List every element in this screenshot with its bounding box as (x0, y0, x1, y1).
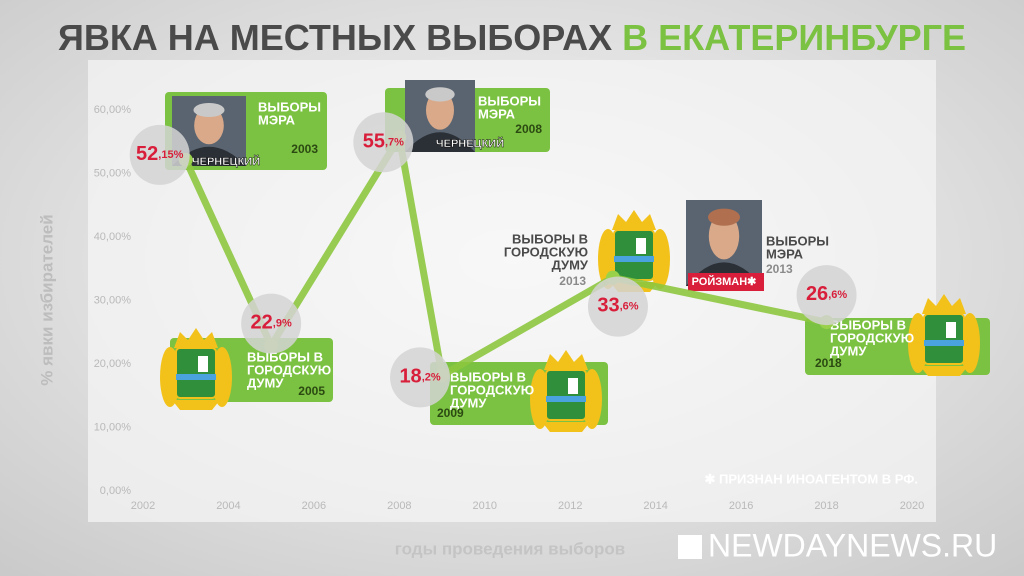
portrait-hair (425, 87, 455, 102)
value-bubble (390, 347, 451, 408)
crest-base (920, 366, 968, 376)
person-name: ЧЕРНЕЦКИЙ (436, 137, 504, 150)
watermark-logo (678, 535, 702, 559)
annotation-text: ВЫБОРЫ (258, 99, 321, 114)
crest-shield (613, 229, 655, 281)
annotation-text: ДУМУ (552, 257, 589, 272)
x-tick-label: 2014 (643, 500, 667, 512)
x-axis-label: годы проведения выборов (395, 539, 625, 558)
x-tick-label: 2020 (900, 500, 924, 512)
x-tick-label: 2006 (302, 500, 326, 512)
value-bubble (241, 293, 302, 354)
y-tick-label: 0,00% (100, 485, 131, 497)
y-tick-label: 50,00% (94, 167, 132, 179)
crest-crown (922, 294, 966, 314)
annotation-year: 2009 (437, 406, 464, 420)
annotation-text: ГОРОДСКУЮ (450, 382, 534, 397)
y-tick-label: 60,00% (94, 104, 132, 116)
crest-furnace (946, 322, 956, 338)
title-highlight: В ЕКАТЕРИНБУРГЕ (622, 17, 966, 58)
annotation-year: 2005 (298, 384, 325, 398)
chart-title: ЯВКА НА МЕСТНЫХ ВЫБОРАХ В ЕКАТЕРИНБУРГЕ (58, 17, 966, 58)
portrait-hair (193, 103, 225, 117)
person-name: ЧЕРНЕЦКИЙ (192, 155, 260, 168)
x-tick-label: 2012 (558, 500, 582, 512)
coat-of-arms (530, 350, 602, 432)
value-bubble (796, 265, 857, 326)
annotation-text: ВЫБОРЫ В (830, 317, 906, 332)
value-label: 52,15% (136, 143, 184, 165)
annotation-year: 2018 (815, 356, 842, 370)
value-bubble (129, 124, 190, 185)
crest-furnace (568, 378, 578, 394)
annotation-text: ВЫБОРЫ В (450, 369, 526, 384)
x-tick-label: 2016 (729, 500, 753, 512)
crest-furnace (198, 356, 208, 372)
crest-shield (175, 347, 217, 399)
value-bubble (587, 276, 648, 337)
annotation-year: 2013 (559, 274, 586, 288)
crest-crown (612, 210, 656, 230)
value-label: 33,6% (597, 295, 638, 317)
title-main: ЯВКА НА МЕСТНЫХ ВЫБОРАХ (58, 17, 612, 58)
annotation-text: МЭРА (478, 106, 516, 121)
y-tick-label: 30,00% (94, 294, 132, 306)
person-name: РОЙЗМАН✱ (692, 275, 757, 288)
annotation-text: ВЫБОРЫ В (512, 231, 588, 246)
annotation-year: 2003 (291, 142, 318, 156)
x-tick-label: 2018 (814, 500, 838, 512)
x-tick-label: 2004 (216, 500, 240, 512)
crest-crown (174, 328, 218, 348)
coat-of-arms (160, 328, 232, 410)
annotation-text: ВЫБОРЫ В (247, 349, 323, 364)
annotation-text: МЭРА (766, 246, 804, 261)
portrait-hair (708, 208, 740, 226)
annotation-text: МЭРА (258, 112, 296, 127)
y-axis-label: % явки избирателей (37, 214, 56, 385)
crest-band (924, 340, 964, 346)
crest-base (542, 422, 590, 432)
x-tick-label: 2010 (473, 500, 497, 512)
x-tick-label: 2008 (387, 500, 411, 512)
annotation-text: ГОРОДСКУЮ (504, 244, 588, 259)
crest-crown (544, 350, 588, 370)
value-label: 26,6% (806, 283, 847, 305)
crest-base (172, 400, 220, 410)
crest-band (176, 374, 216, 380)
coat-of-arms (908, 294, 980, 376)
annotation-year: 2008 (515, 122, 542, 136)
crest-band (546, 396, 586, 402)
y-tick-label: 10,00% (94, 421, 132, 433)
person-tag (688, 273, 764, 291)
crest-shield (545, 369, 587, 421)
crest-shield (923, 313, 965, 365)
annotation-text: ДУМУ (830, 343, 867, 358)
y-tick-label: 20,00% (94, 358, 132, 370)
portrait (405, 80, 475, 152)
watermark: NEWDAYNEWS.RU (708, 527, 997, 563)
value-label: 22,9% (251, 312, 292, 334)
annotation-text: ВЫБОРЫ (766, 233, 829, 248)
annotation-text: ВЫБОРЫ (478, 93, 541, 108)
x-tick-label: 2002 (131, 500, 155, 512)
annotation-text: ДУМУ (450, 395, 487, 410)
footnote: ✱ ПРИЗНАН ИНОАГЕНТОМ В РФ. (705, 471, 919, 486)
annotation-text: ГОРОДСКУЮ (830, 330, 914, 345)
annotation-text: ГОРОДСКУЮ (247, 362, 331, 377)
value-label: 18,2% (399, 366, 440, 388)
crest-band (614, 256, 654, 262)
crest-furnace (636, 238, 646, 254)
y-tick-label: 40,00% (94, 231, 132, 243)
value-bubble (353, 112, 414, 173)
annotation-year: 2013 (766, 262, 793, 276)
portrait-suit (405, 132, 475, 152)
annotation-text: ДУМУ (247, 375, 284, 390)
value-label: 55,7% (363, 131, 404, 153)
